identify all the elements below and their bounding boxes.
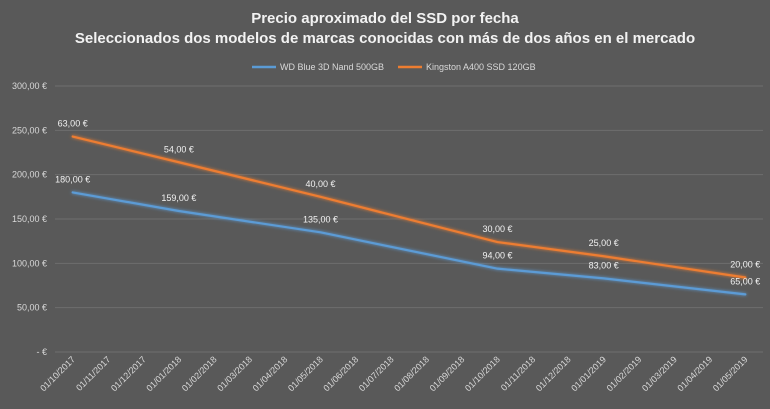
data-label-wd-blue: 94,00 € bbox=[482, 251, 512, 261]
data-label-wd-blue: 135,00 € bbox=[303, 214, 338, 224]
x-tick-label: 01/09/2018 bbox=[428, 354, 467, 393]
data-labels: 180,00 € 159,00 € 135,00 € 94,00 € 83,00 € 65… bbox=[55, 119, 760, 287]
chart-title: Precio aproximado del SSD por fecha bbox=[251, 10, 519, 27]
data-label-kingston-a400: 40,00 € bbox=[305, 179, 335, 189]
x-tick-label: 01/05/2019 bbox=[711, 354, 750, 393]
series-line-kingston-a400 bbox=[71, 135, 747, 279]
data-label-wd-blue: 159,00 € bbox=[161, 193, 196, 203]
series-line-wd-blue bbox=[71, 191, 747, 296]
data-label-wd-blue: 83,00 € bbox=[589, 260, 619, 270]
y-tick-label: 50,00 € bbox=[17, 303, 47, 313]
x-tick-label: 01/03/2019 bbox=[640, 354, 679, 393]
chart-subtitle: Seleccionados dos modelos de marcas cono… bbox=[75, 30, 695, 47]
x-tick-label: 01/12/2017 bbox=[109, 354, 148, 393]
y-axis-tick-labels: - € 50,00 € 100,00 € 150,00 € 200,00 € 250,00… bbox=[12, 81, 47, 357]
y-tick-label: 200,00 € bbox=[12, 170, 47, 180]
x-tick-label: 01/04/2019 bbox=[675, 354, 714, 393]
data-label-kingston-a400: 30,00 € bbox=[482, 224, 512, 234]
x-tick-label: 01/10/2017 bbox=[38, 354, 77, 393]
x-tick-label: 01/01/2018 bbox=[144, 354, 183, 393]
data-label-kingston-a400: 63,00 € bbox=[58, 119, 88, 129]
y-tick-label: 250,00 € bbox=[12, 125, 47, 135]
data-label-kingston-a400: 54,00 € bbox=[164, 144, 194, 154]
legend: WD Blue 3D Nand 500GB Kingston A400 SSD … bbox=[252, 62, 536, 72]
x-tick-label: 01/04/2018 bbox=[251, 354, 290, 393]
x-axis-tick-labels: 01/10/201701/11/201701/12/201701/01/2018… bbox=[38, 354, 750, 393]
data-label-kingston-a400: 25,00 € bbox=[589, 238, 619, 248]
x-tick-label: 01/11/2017 bbox=[74, 354, 112, 392]
x-tick-label: 01/08/2018 bbox=[392, 354, 431, 393]
data-label-kingston-a400: 20,00 € bbox=[730, 260, 760, 270]
legend-label-wd: WD Blue 3D Nand 500GB bbox=[280, 62, 384, 72]
x-tick-label: 01/03/2018 bbox=[215, 354, 254, 393]
x-tick-label: 01/02/2018 bbox=[180, 354, 219, 393]
y-tick-label: - € bbox=[36, 347, 47, 357]
y-tick-label: 300,00 € bbox=[12, 81, 47, 91]
x-tick-label: 01/06/2018 bbox=[321, 354, 360, 393]
x-tick-label: 01/12/2018 bbox=[534, 354, 573, 393]
x-tick-label: 01/02/2019 bbox=[605, 354, 644, 393]
data-label-wd-blue: 65,00 € bbox=[730, 276, 760, 286]
x-tick-label: 01/11/2018 bbox=[499, 354, 537, 392]
y-tick-label: 100,00 € bbox=[12, 258, 47, 268]
x-tick-label: 01/01/2019 bbox=[569, 354, 608, 393]
x-tick-label: 01/05/2018 bbox=[286, 354, 325, 393]
series-lines bbox=[71, 135, 747, 296]
data-label-wd-blue: 180,00 € bbox=[55, 174, 90, 184]
legend-label-kingston: Kingston A400 SSD 120GB bbox=[426, 62, 536, 72]
y-tick-label: 150,00 € bbox=[12, 214, 47, 224]
x-tick-label: 01/07/2018 bbox=[357, 354, 396, 393]
x-tick-label: 01/10/2018 bbox=[463, 354, 502, 393]
